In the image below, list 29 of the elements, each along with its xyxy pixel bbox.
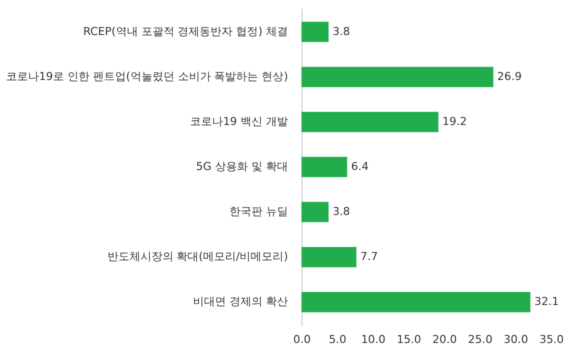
x-tick-label: 15.0 xyxy=(396,333,422,346)
y-tick-label: 비대면 경제의 확산 xyxy=(193,295,288,308)
bar xyxy=(301,66,494,88)
y-tick-label: 반도체시장의 확대(메모리/비메모리) xyxy=(107,250,288,264)
bar xyxy=(301,156,348,178)
y-tick-label: RCEP(역내 포괄적 경제동반자 협정) 체결 xyxy=(83,24,288,38)
data-label: 3.8 xyxy=(332,24,350,38)
x-tick-label: 10.0 xyxy=(361,333,386,346)
y-tick-label: 5G 상용화 및 확대 xyxy=(196,160,288,174)
x-tick-label: 30.0 xyxy=(504,333,528,346)
x-tick-label: 25.0 xyxy=(468,333,492,346)
data-label: 7.7 xyxy=(360,250,378,264)
x-tick-label: 5.0 xyxy=(328,333,346,346)
y-tick-label: 한국판 뉴딜 xyxy=(230,205,288,218)
data-label: 6.4 xyxy=(351,160,369,174)
y-tick-label: 코로나19로 인한 펜트업(억눌렸던 소비가 폭발하는 현상) xyxy=(6,70,288,83)
x-tick-label: 35.0 xyxy=(539,333,564,346)
bar xyxy=(301,22,329,42)
bar xyxy=(301,112,438,132)
x-tick-label: 20.0 xyxy=(432,333,457,346)
data-label: 19.2 xyxy=(442,114,467,128)
data-label: 26.9 xyxy=(497,70,522,83)
y-tick-label: 코로나19 백신 개발 xyxy=(190,114,288,128)
data-label: 3.8 xyxy=(332,205,350,218)
bar xyxy=(301,202,329,222)
bar xyxy=(301,246,356,268)
data-label: 32.1 xyxy=(534,295,559,308)
bar xyxy=(301,292,530,312)
x-tick-label: 0.0 xyxy=(293,333,311,346)
